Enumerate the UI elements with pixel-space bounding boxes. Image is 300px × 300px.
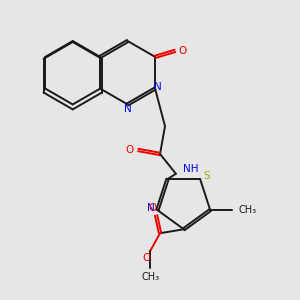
Text: N: N	[147, 203, 154, 213]
Text: O: O	[179, 46, 187, 56]
Text: O: O	[148, 203, 156, 214]
Text: S: S	[204, 171, 210, 181]
Text: N: N	[124, 104, 131, 114]
Text: O: O	[125, 145, 134, 155]
Text: CH₃: CH₃	[239, 205, 257, 215]
Text: NH: NH	[183, 164, 198, 174]
Text: O: O	[142, 253, 150, 263]
Text: N: N	[154, 82, 162, 92]
Text: CH₃: CH₃	[141, 272, 159, 282]
